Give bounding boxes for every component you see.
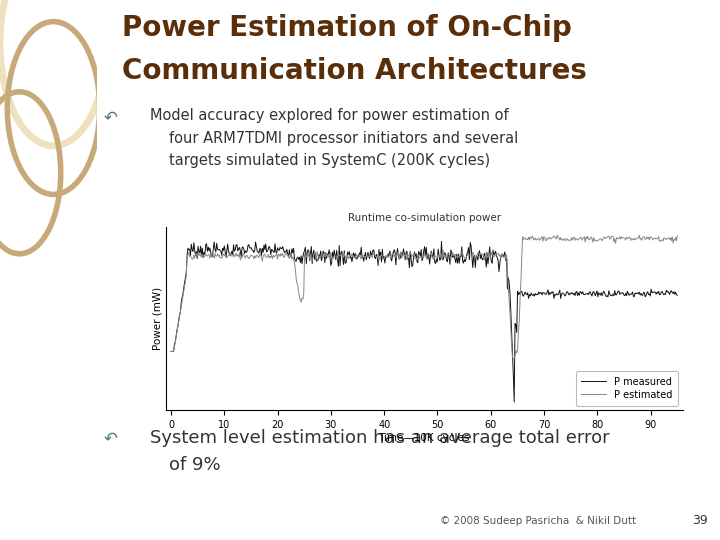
Legend: P measured, P estimated: P measured, P estimated <box>576 371 678 406</box>
Text: ↶: ↶ <box>104 429 117 447</box>
P estimated <box>256 252 265 259</box>
P measured <box>510 399 518 406</box>
Line: P estimated: P estimated <box>171 235 678 359</box>
Title: Runtime co-simulation power: Runtime co-simulation power <box>348 213 500 223</box>
P estimated <box>167 348 176 355</box>
P measured <box>549 295 558 302</box>
P estimated <box>510 355 518 362</box>
Text: targets simulated in SystemC (200K cycles): targets simulated in SystemC (200K cycle… <box>168 153 490 168</box>
P estimated <box>396 251 405 258</box>
Text: Power Estimation of On-Chip: Power Estimation of On-Chip <box>122 14 572 42</box>
P measured <box>256 246 265 252</box>
P estimated <box>673 233 682 239</box>
P estimated <box>553 232 562 238</box>
P measured <box>297 253 305 259</box>
P measured <box>396 251 405 258</box>
Text: Model accuracy explored for power estimation of: Model accuracy explored for power estima… <box>150 108 509 123</box>
P measured <box>466 239 474 246</box>
X-axis label: Time—10K cycles: Time—10K cycles <box>379 433 470 443</box>
P estimated <box>505 297 513 303</box>
P measured <box>673 292 682 299</box>
Text: © 2008 Sudeep Pasricha  & Nikil Dutt: © 2008 Sudeep Pasricha & Nikil Dutt <box>440 516 636 526</box>
P measured <box>505 290 514 296</box>
P measured <box>167 348 176 355</box>
Y-axis label: Power (mW): Power (mW) <box>153 287 163 350</box>
Line: P measured: P measured <box>171 241 678 402</box>
Text: System level estimation has an average total error: System level estimation has an average t… <box>150 429 610 447</box>
P estimated <box>549 234 557 240</box>
P estimated <box>297 299 305 305</box>
Text: Communication Architectures: Communication Architectures <box>122 57 587 85</box>
P measured <box>437 238 446 245</box>
Text: of 9%: of 9% <box>168 456 220 474</box>
Text: ↶: ↶ <box>104 108 117 126</box>
Text: 39: 39 <box>692 514 708 526</box>
P estimated <box>465 252 474 259</box>
Text: four ARM7TDMI processor initiators and several: four ARM7TDMI processor initiators and s… <box>168 131 518 146</box>
